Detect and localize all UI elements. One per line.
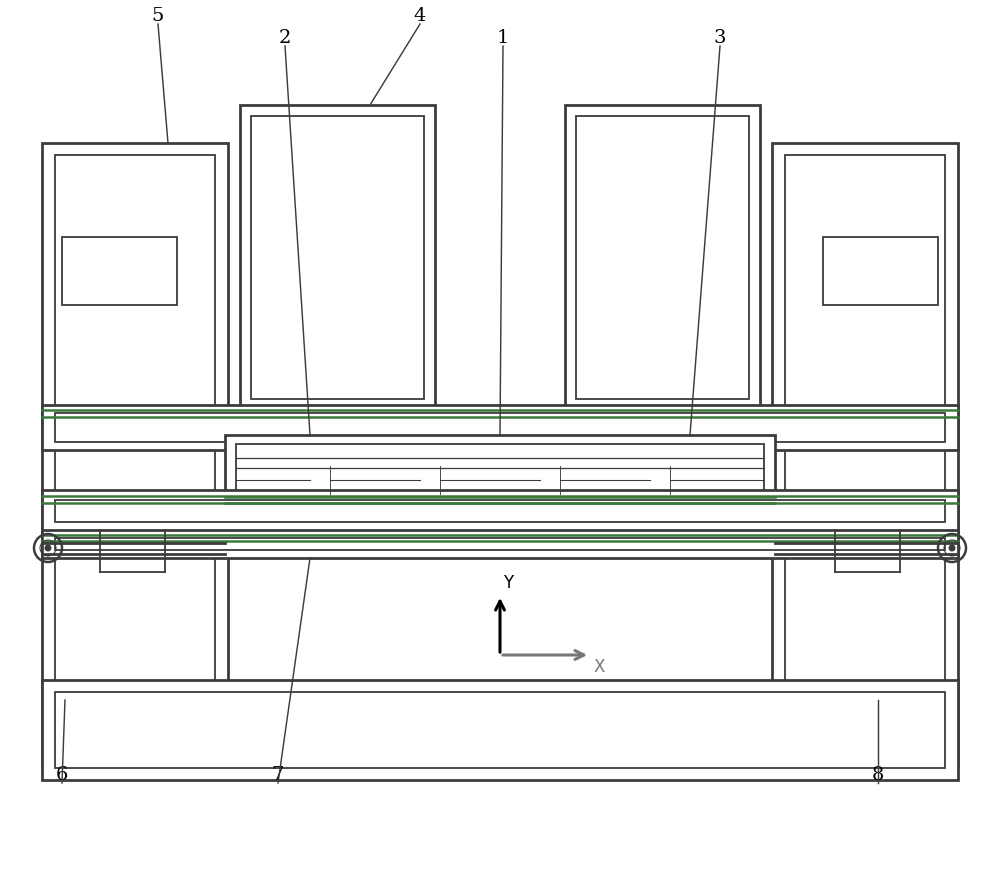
Bar — [55, 500, 945, 522]
Text: 3: 3 — [714, 29, 726, 47]
Text: 4: 4 — [414, 7, 426, 25]
Circle shape — [44, 544, 52, 552]
Text: 7: 7 — [272, 766, 284, 784]
Bar — [55, 538, 945, 550]
Text: 2: 2 — [279, 29, 291, 47]
Bar — [68, 242, 176, 268]
Text: X: X — [593, 658, 604, 676]
Bar — [55, 155, 215, 753]
Bar — [62, 237, 177, 305]
Bar — [225, 435, 775, 505]
Bar — [576, 116, 749, 399]
Text: 6: 6 — [56, 766, 68, 784]
Text: 5: 5 — [152, 7, 164, 25]
Bar — [42, 680, 958, 780]
Bar — [42, 530, 958, 558]
Bar — [772, 143, 958, 765]
Bar — [42, 143, 228, 765]
Bar — [824, 242, 932, 268]
Text: 1: 1 — [497, 29, 509, 47]
Bar — [824, 274, 932, 300]
Bar — [55, 413, 945, 442]
Bar — [68, 274, 176, 300]
Text: Y: Y — [503, 574, 513, 592]
Circle shape — [948, 544, 956, 552]
Bar — [823, 237, 938, 305]
Bar — [785, 155, 945, 753]
Bar — [236, 444, 764, 496]
Text: 8: 8 — [872, 766, 884, 784]
Bar — [55, 692, 945, 768]
Bar — [240, 105, 435, 410]
Bar — [565, 105, 760, 410]
Bar — [42, 490, 958, 532]
Bar — [42, 405, 958, 450]
Bar — [251, 116, 424, 399]
